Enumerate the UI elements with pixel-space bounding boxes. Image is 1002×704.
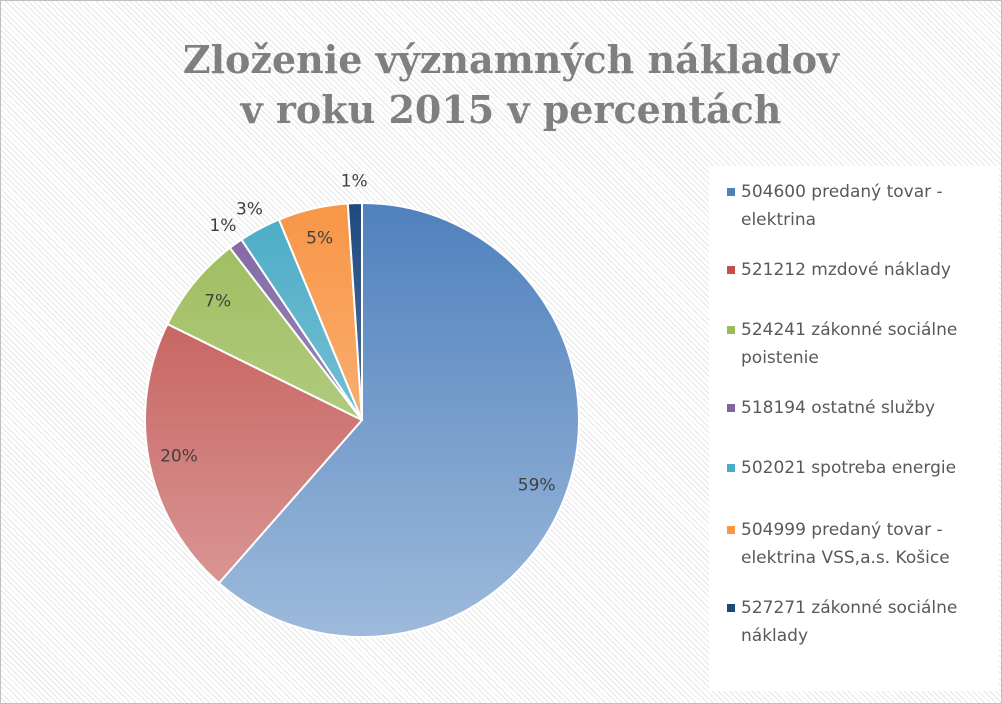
legend-label: 524241 zákonné sociálne poistenie	[741, 320, 958, 368]
legend: 504600 predaný tovar - elektrina 521212 m…	[709, 166, 999, 691]
pie-slice	[217, 201, 580, 638]
legend-swatch	[727, 326, 735, 334]
data-label: 59%	[518, 476, 556, 496]
legend-label: 527271 zákonné sociálne náklady	[741, 598, 958, 646]
data-label: 5%	[306, 228, 333, 248]
legend-label: 504600 predaný tovar - elektrina	[741, 182, 943, 230]
legend-swatch	[727, 526, 735, 534]
data-label: 7%	[204, 292, 231, 312]
data-label: 1%	[209, 216, 236, 236]
pie-slice	[346, 201, 363, 421]
legend-swatch	[727, 464, 735, 472]
legend-item: 504600 predaný tovar - elektrina	[727, 178, 991, 234]
legend-swatch	[727, 604, 735, 612]
legend-item: 521212 mzdové náklady	[727, 256, 991, 284]
legend-label: 502021 spotreba energie	[741, 458, 957, 478]
legend-swatch	[727, 188, 735, 196]
pie-slice	[166, 246, 363, 421]
legend-item: 518194 ostatné služby	[727, 394, 991, 422]
data-label: 20%	[160, 446, 198, 466]
chart-title: v roku 2015 v percentách	[240, 87, 782, 132]
chart-title: Zloženie významných nákladov	[183, 37, 841, 82]
legend-label: 504999 predaný tovar - elektrina VSS,a.s…	[741, 520, 950, 568]
legend-swatch	[727, 404, 735, 412]
legend-item: 527271 zákonné sociálne náklady	[727, 594, 991, 650]
data-label: 3%	[236, 199, 263, 219]
pie-slice	[144, 322, 364, 585]
legend-swatch	[727, 266, 735, 274]
legend-label: 521212 mzdové náklady	[741, 260, 951, 280]
data-label: 1%	[341, 171, 368, 191]
legend-label: 518194 ostatné služby	[741, 398, 936, 418]
legend-item: 502021 spotreba energie	[727, 454, 991, 482]
legend-item: 524241 zákonné sociálne poistenie	[727, 316, 991, 372]
legend-item: 504999 predaný tovar - elektrina VSS,a.s…	[727, 516, 991, 572]
